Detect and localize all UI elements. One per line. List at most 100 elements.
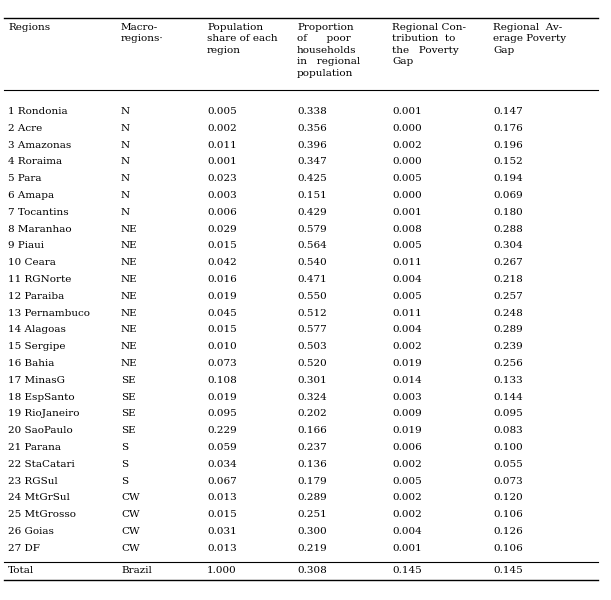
Text: 13 Pernambuco: 13 Pernambuco bbox=[8, 308, 90, 317]
Text: 0.219: 0.219 bbox=[297, 544, 327, 553]
Text: N: N bbox=[121, 174, 130, 183]
Text: 0.179: 0.179 bbox=[297, 476, 327, 485]
Text: 0.001: 0.001 bbox=[207, 157, 236, 166]
Text: 0.550: 0.550 bbox=[297, 292, 327, 301]
Text: 24 MtGrSul: 24 MtGrSul bbox=[8, 493, 70, 502]
Text: 27 DF: 27 DF bbox=[8, 544, 40, 553]
Text: 0.000: 0.000 bbox=[392, 191, 422, 200]
Text: 0.005: 0.005 bbox=[392, 241, 422, 250]
Text: 26 Goias: 26 Goias bbox=[8, 527, 54, 536]
Text: 0.011: 0.011 bbox=[392, 308, 422, 317]
Text: 0.136: 0.136 bbox=[297, 460, 327, 469]
Text: 0.004: 0.004 bbox=[392, 325, 422, 334]
Text: 0.356: 0.356 bbox=[297, 124, 327, 133]
Text: 3 Amazonas: 3 Amazonas bbox=[8, 140, 71, 149]
Text: 0.013: 0.013 bbox=[207, 493, 236, 502]
Text: 0.126: 0.126 bbox=[493, 527, 523, 536]
Text: 0.009: 0.009 bbox=[392, 409, 422, 418]
Text: 0.008: 0.008 bbox=[392, 224, 422, 233]
Text: 0.095: 0.095 bbox=[207, 409, 236, 418]
Text: SE: SE bbox=[121, 392, 136, 401]
Text: 0.100: 0.100 bbox=[493, 443, 523, 452]
Text: Macro-
regions·: Macro- regions· bbox=[121, 23, 164, 43]
Text: NE: NE bbox=[121, 275, 137, 284]
Text: 0.042: 0.042 bbox=[207, 258, 236, 267]
Text: 0.000: 0.000 bbox=[392, 157, 422, 166]
Text: 0.166: 0.166 bbox=[297, 426, 327, 435]
Text: 19 RioJaneiro: 19 RioJaneiro bbox=[8, 409, 79, 418]
Text: 0.338: 0.338 bbox=[297, 107, 327, 116]
Text: 7 Tocantins: 7 Tocantins bbox=[8, 208, 68, 217]
Text: 0.001: 0.001 bbox=[392, 107, 422, 116]
Text: 0.003: 0.003 bbox=[392, 392, 422, 401]
Text: 20 SaoPaulo: 20 SaoPaulo bbox=[8, 426, 73, 435]
Text: N: N bbox=[121, 140, 130, 149]
Text: 0.267: 0.267 bbox=[493, 258, 523, 267]
Text: 0.429: 0.429 bbox=[297, 208, 327, 217]
Text: SE: SE bbox=[121, 376, 136, 385]
Text: 0.106: 0.106 bbox=[493, 544, 523, 553]
Text: 0.016: 0.016 bbox=[207, 275, 236, 284]
Text: 0.229: 0.229 bbox=[207, 426, 236, 435]
Text: Regions: Regions bbox=[8, 23, 50, 32]
Text: 0.019: 0.019 bbox=[207, 392, 236, 401]
Text: S: S bbox=[121, 443, 128, 452]
Text: 0.289: 0.289 bbox=[493, 325, 523, 334]
Text: 0.304: 0.304 bbox=[493, 241, 523, 250]
Text: 11 RGNorte: 11 RGNorte bbox=[8, 275, 71, 284]
Text: 0.005: 0.005 bbox=[392, 292, 422, 301]
Text: Regional  Av-
erage Poverty
Gap: Regional Av- erage Poverty Gap bbox=[493, 23, 566, 55]
Text: N: N bbox=[121, 191, 130, 200]
Text: CW: CW bbox=[121, 493, 140, 502]
Text: 0.055: 0.055 bbox=[493, 460, 523, 469]
Text: 23 RGSul: 23 RGSul bbox=[8, 476, 58, 485]
Text: 0.002: 0.002 bbox=[207, 124, 236, 133]
Text: 5 Para: 5 Para bbox=[8, 174, 42, 183]
Text: N: N bbox=[121, 124, 130, 133]
Text: 0.120: 0.120 bbox=[493, 493, 523, 502]
Text: 0.019: 0.019 bbox=[207, 292, 236, 301]
Text: 0.239: 0.239 bbox=[493, 342, 523, 351]
Text: 0.073: 0.073 bbox=[207, 359, 236, 368]
Text: 0.133: 0.133 bbox=[493, 376, 523, 385]
Text: Total: Total bbox=[8, 566, 34, 575]
Text: 0.014: 0.014 bbox=[392, 376, 422, 385]
Text: 0.471: 0.471 bbox=[297, 275, 327, 284]
Text: 0.019: 0.019 bbox=[392, 359, 422, 368]
Text: 0.006: 0.006 bbox=[392, 443, 422, 452]
Text: 0.031: 0.031 bbox=[207, 527, 236, 536]
Text: 0.011: 0.011 bbox=[392, 258, 422, 267]
Text: 0.347: 0.347 bbox=[297, 157, 327, 166]
Text: 0.256: 0.256 bbox=[493, 359, 523, 368]
Text: 0.218: 0.218 bbox=[493, 275, 523, 284]
Text: CW: CW bbox=[121, 527, 140, 536]
Text: 12 Paraiba: 12 Paraiba bbox=[8, 292, 64, 301]
Text: 0.023: 0.023 bbox=[207, 174, 236, 183]
Text: Brazil: Brazil bbox=[121, 566, 152, 575]
Text: 16 Bahia: 16 Bahia bbox=[8, 359, 54, 368]
Text: 0.002: 0.002 bbox=[392, 460, 422, 469]
Text: 0.425: 0.425 bbox=[297, 174, 327, 183]
Text: 0.512: 0.512 bbox=[297, 308, 327, 317]
Text: 22 StaCatari: 22 StaCatari bbox=[8, 460, 75, 469]
Text: 15 Sergipe: 15 Sergipe bbox=[8, 342, 65, 351]
Text: 4 Roraima: 4 Roraima bbox=[8, 157, 62, 166]
Text: S: S bbox=[121, 460, 128, 469]
Text: 8 Maranhao: 8 Maranhao bbox=[8, 224, 71, 233]
Text: 0.001: 0.001 bbox=[392, 544, 422, 553]
Text: Proportion
of      poor
households
in   regional
population: Proportion of poor households in regiona… bbox=[297, 23, 360, 78]
Text: 1.000: 1.000 bbox=[207, 566, 236, 575]
Text: SE: SE bbox=[121, 409, 136, 418]
Text: Regional Con-
tribution  to
the   Poverty
Gap: Regional Con- tribution to the Poverty G… bbox=[392, 23, 466, 67]
Text: 0.045: 0.045 bbox=[207, 308, 236, 317]
Text: 0.005: 0.005 bbox=[392, 476, 422, 485]
Text: NE: NE bbox=[121, 359, 137, 368]
Text: 17 MinasG: 17 MinasG bbox=[8, 376, 65, 385]
Text: 0.004: 0.004 bbox=[392, 275, 422, 284]
Text: 0.019: 0.019 bbox=[392, 426, 422, 435]
Text: 0.520: 0.520 bbox=[297, 359, 327, 368]
Text: 0.006: 0.006 bbox=[207, 208, 236, 217]
Text: 0.002: 0.002 bbox=[392, 510, 422, 519]
Text: 0.196: 0.196 bbox=[493, 140, 523, 149]
Text: 0.005: 0.005 bbox=[392, 174, 422, 183]
